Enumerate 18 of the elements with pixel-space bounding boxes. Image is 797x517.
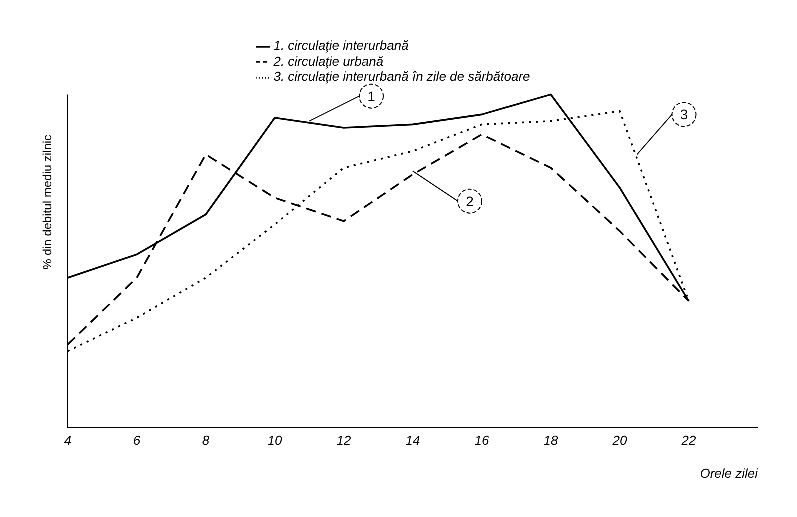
legend-label: 1. circulaţie interurbană (274, 38, 409, 53)
x-tick-label: 12 (336, 433, 352, 448)
annotation: 2 (466, 193, 474, 210)
legend-label: 3. circulaţie interurbană în zile de sărbătoare (274, 69, 530, 84)
x-tick-label: 22 (680, 433, 697, 448)
x-tick-label: 16 (474, 433, 490, 448)
x-axis-title: Orele zilei (700, 466, 760, 481)
annotation: 3 (680, 106, 688, 123)
x-tick-label: 20 (612, 433, 628, 448)
annotation: 1 (368, 88, 376, 104)
x-tick-label: 10 (268, 433, 283, 448)
x-tick-label: 14 (406, 433, 420, 448)
x-tick-label: 18 (544, 433, 559, 448)
legend-label: 2. circulaţie urbană (274, 54, 384, 69)
x-tick-label: 6 (133, 433, 142, 448)
x-tick-label: 4 (64, 433, 72, 448)
y-axis-title: % din debitul mediu zilnic (40, 134, 55, 270)
x-tick-label: 8 (202, 433, 210, 448)
